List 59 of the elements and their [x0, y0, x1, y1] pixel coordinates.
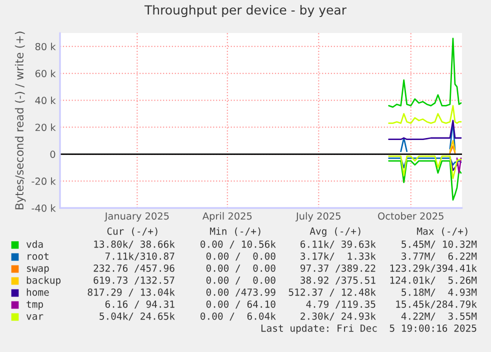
y-tick-label: 80 k: [35, 42, 56, 50]
legend-label: swap: [27, 266, 49, 274]
text: 124.01k/ 5.26M: [390, 276, 477, 285]
text: Min (-/+): [210, 227, 260, 236]
text: 38.92 /375.51: [300, 276, 376, 285]
text: Avg (-/+): [310, 227, 360, 237]
line-series: [388, 120, 462, 140]
y-tick-label: 40 k: [35, 96, 56, 104]
text: 4.79 /119.35: [306, 300, 376, 309]
legend-label: root: [28, 252, 48, 260]
y-tick-label: -40 k: [32, 204, 56, 212]
text: 6.11k/ 39.63k: [300, 240, 376, 249]
line-series: [388, 104, 462, 124]
line-series: [388, 160, 462, 201]
line-series: [388, 38, 462, 108]
text: 0.00 / 0.00: [206, 276, 276, 285]
line-series: [388, 155, 462, 180]
text: 0.00 / 0.00: [206, 252, 276, 261]
x-tick-label: July 2025: [295, 212, 340, 222]
text: 0.00 / 64.10: [206, 300, 276, 309]
text: 5.04k/ 24.65k: [100, 312, 175, 321]
text: 7.11k/310.87: [105, 252, 174, 261]
y-tick-label: 0: [50, 150, 56, 158]
y-axis-title: Bytes/second read (-) / write (+): [14, 32, 26, 210]
text: 0.00 / 6.04k: [200, 312, 276, 321]
legend-label: tmp: [26, 300, 43, 310]
x-tick-label: October 2025: [378, 212, 444, 220]
text: Cur (-/+): [107, 227, 158, 236]
text: 0.00 / 10.56k: [200, 240, 276, 249]
text: 5.18M/ 4.93M: [402, 288, 477, 297]
x-tick-label: January 2025: [104, 212, 169, 222]
chart-title: Throughput per device - by year: [144, 4, 347, 18]
text: 6.16 / 94.31: [105, 300, 174, 309]
text: 4.22M/ 3.55M: [401, 312, 477, 321]
text: 123.29k/394.41k: [390, 264, 477, 273]
text: 512.37 / 12.48k: [288, 288, 376, 297]
text: 15.45k/284.79k: [396, 300, 477, 309]
text: 0.00 /473.99: [206, 288, 276, 297]
text: Last update: Fri Dec 5 19:00:16 2025: [261, 324, 476, 334]
text: 232.76 /457.96: [94, 264, 174, 273]
y-tick-label: 60 k: [35, 70, 56, 78]
text: 3.77M/ 6.22M: [402, 252, 477, 261]
y-tick-label: -20 k: [32, 177, 56, 185]
legend-label: backup: [26, 276, 61, 286]
text: 13.80k/ 38.66k: [94, 240, 175, 249]
text: 817.29 / 13.04k: [88, 288, 175, 297]
text: 619.73 /132.57: [94, 276, 174, 285]
legend-label: var: [26, 314, 44, 320]
legend-label: home: [26, 288, 49, 296]
text: 2.30k/ 24.93k: [300, 312, 376, 321]
y-tick-label: 20 k: [35, 124, 56, 132]
text: 0.00 / 0.00: [206, 264, 276, 273]
text: 3.17k/ 1.33k: [300, 252, 376, 261]
text: Max (-/+): [417, 227, 468, 236]
text: 5.45M/ 10.32M: [402, 240, 477, 249]
line-series: [388, 157, 462, 168]
text: 97.37 /389.22: [300, 264, 376, 273]
x-tick-label: April 2025: [202, 212, 252, 222]
legend-label: vda: [26, 240, 43, 248]
